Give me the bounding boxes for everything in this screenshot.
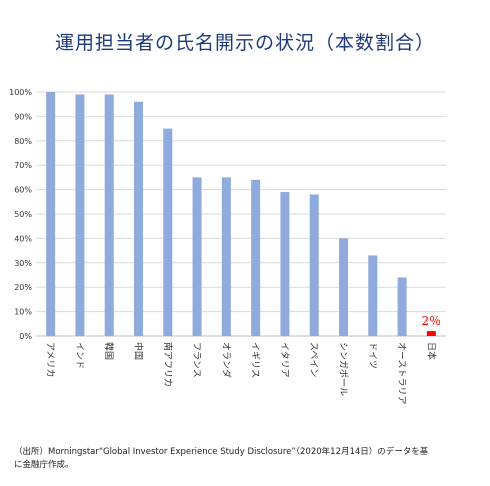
x-tick-label: 南アフリカ: [162, 342, 174, 387]
x-tick-label: 韓国: [103, 342, 114, 360]
y-tick-label: 90%: [14, 112, 32, 121]
x-tick-label: インド: [74, 342, 84, 369]
y-tick-label: 100%: [9, 88, 32, 97]
bar: [426, 331, 436, 336]
x-tick-label: フランス: [191, 342, 202, 378]
bar: [397, 277, 407, 336]
y-tick-label: 60%: [14, 186, 32, 195]
bar: [280, 192, 290, 336]
source-note-line-2: に金融庁作成。: [14, 460, 74, 470]
x-tick-label: アメリカ: [45, 342, 56, 378]
source-note-line-1: （出所）Morningstar“Global Investor Experien…: [14, 447, 429, 457]
bar: [368, 255, 378, 336]
bar: [251, 179, 261, 336]
data-label: 2％: [422, 314, 442, 328]
bar: [134, 101, 143, 336]
bar: [309, 194, 319, 336]
x-tick-label: イギリス: [250, 342, 261, 378]
x-tick-label: オランダ: [220, 342, 232, 378]
x-tick-label: ドイツ: [367, 342, 377, 369]
x-tick-label: イタリア: [279, 342, 290, 378]
bar: [339, 238, 348, 336]
x-tick-label: スペイン: [308, 342, 318, 377]
y-tick-label: 0%: [19, 332, 32, 341]
chart-title: 運用担当者の氏名開示の状況（本数割合）: [54, 32, 435, 54]
bar: [75, 94, 85, 336]
bar: [46, 92, 56, 336]
y-tick-label: 70%: [14, 161, 32, 170]
x-tick-label: シンガポール: [338, 342, 349, 396]
bar: [104, 94, 114, 336]
y-tick-label: 50%: [14, 210, 32, 219]
x-tick-label: オーストラリア: [396, 342, 407, 405]
y-tick-label: 80%: [14, 137, 32, 146]
bar: [221, 177, 231, 336]
y-tick-label: 30%: [14, 259, 32, 268]
x-tick-label: 中国: [133, 342, 145, 360]
source-note: （出所）Morningstar“Global Investor Experien…: [14, 446, 484, 472]
x-tick-label: 日本: [425, 342, 437, 360]
bar: [192, 177, 202, 336]
y-tick-label: 10%: [14, 308, 32, 317]
bar: [163, 128, 173, 336]
y-tick-label: 40%: [14, 234, 32, 243]
y-tick-label: 20%: [14, 283, 32, 292]
